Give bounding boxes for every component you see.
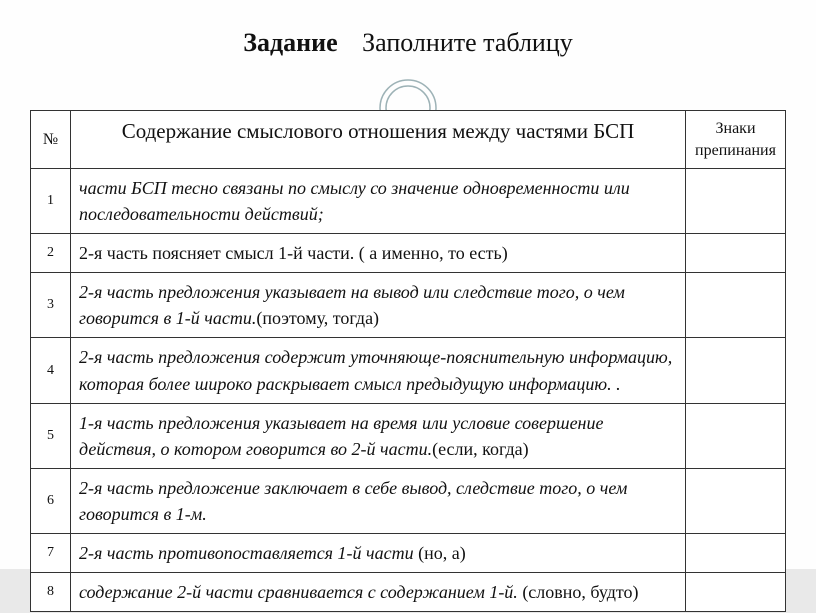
exercise-table: № Содержание смыслового отношения между … [30, 110, 786, 612]
row-content: 2-я часть противопоставляется 1-й части … [71, 534, 686, 573]
row-content: 2-я часть предложение заключает в себе в… [71, 468, 686, 533]
table-row: 51-я часть предложения указывает на врем… [31, 403, 786, 468]
page-title: Задание Заполните таблицу [0, 0, 816, 82]
row-content-italic: 2-я часть противопоставляется 1-й части [79, 543, 414, 563]
row-sign-empty [686, 468, 786, 533]
header-sign: Знаки препинания [686, 111, 786, 169]
row-content: 2-я часть предложения содержит уточняюще… [71, 338, 686, 403]
row-sign-empty [686, 338, 786, 403]
row-content: 2-я часть поясняет смысл 1-й части. ( а … [71, 234, 686, 273]
title-plain: Заполните таблицу [362, 28, 573, 57]
row-content: 2-я часть предложения указывает на вывод… [71, 273, 686, 338]
header-content: Содержание смыслового отношения между ча… [71, 111, 686, 169]
row-number: 5 [31, 403, 71, 468]
row-number: 7 [31, 534, 71, 573]
row-content-italic: части БСП тесно связаны по смыслу со зна… [79, 178, 630, 224]
row-sign-empty [686, 403, 786, 468]
row-number: 2 [31, 234, 71, 273]
row-content: 1-я часть предложения указывает на время… [71, 403, 686, 468]
row-content-plain: (поэтому, тогда) [256, 308, 379, 328]
table-row: 8 содержание 2-й части сравнивается с со… [31, 573, 786, 612]
row-number: 6 [31, 468, 71, 533]
row-content-plain: (словно, будто) [518, 582, 639, 602]
row-sign-empty [686, 169, 786, 234]
row-number: 4 [31, 338, 71, 403]
table-row: 42-я часть предложения содержит уточняющ… [31, 338, 786, 403]
table-header-row: № Содержание смыслового отношения между … [31, 111, 786, 169]
row-content: части БСП тесно связаны по смыслу со зна… [71, 169, 686, 234]
title-strong: Задание [243, 28, 337, 57]
table-row: 1части БСП тесно связаны по смыслу со зн… [31, 169, 786, 234]
row-content-italic: 2-я часть предложение заключает в себе в… [79, 478, 627, 524]
row-sign-empty [686, 273, 786, 338]
row-content-plain: 2-я часть поясняет смысл 1-й части. ( а … [79, 243, 508, 263]
row-number: 8 [31, 573, 71, 612]
table-row: 2 2-я часть поясняет смысл 1-й части. ( а… [31, 234, 786, 273]
row-content-plain: (но, а) [414, 543, 466, 563]
row-content-plain: (если, когда) [432, 439, 529, 459]
header-number: № [31, 111, 71, 169]
table-row: 72-я часть противопоставляется 1-й части… [31, 534, 786, 573]
row-number: 1 [31, 169, 71, 234]
table-row: 62-я часть предложение заключает в себе … [31, 468, 786, 533]
row-sign-empty [686, 573, 786, 612]
row-sign-empty [686, 534, 786, 573]
row-content: содержание 2-й части сравнивается с соде… [71, 573, 686, 612]
row-number: 3 [31, 273, 71, 338]
row-content-italic: 2-я часть предложения содержит уточняюще… [79, 347, 672, 393]
table-row: 32-я часть предложения указывает на выво… [31, 273, 786, 338]
document-page: Задание Заполните таблицу № Содержание с… [0, 0, 816, 613]
row-sign-empty [686, 234, 786, 273]
row-content-italic: содержание 2-й части сравнивается с соде… [79, 582, 518, 602]
